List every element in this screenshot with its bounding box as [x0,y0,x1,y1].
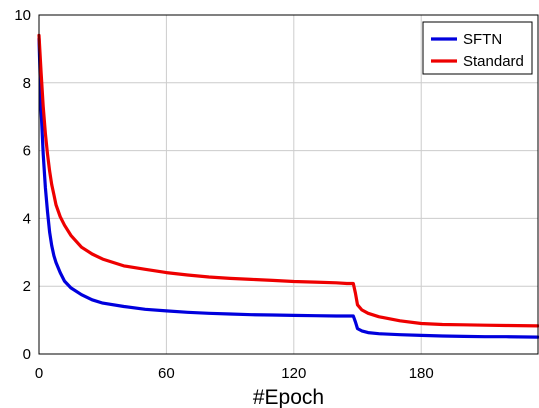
y-tick-label: 4 [23,210,31,227]
x-tick-label: 0 [35,365,43,382]
axis-ticks: 0 2 4 6 8 10 0 60 120 180 [14,7,433,382]
x-tick-label: 120 [281,365,306,382]
x-axis-label: #Epoch [253,386,324,408]
y-tick-label: 8 [23,75,31,92]
legend-label: SFTN [463,31,502,48]
y-tick-label: 10 [14,7,31,24]
plot-frame [38,14,539,355]
x-tick-label: 60 [158,365,175,382]
legend: SFTN Standard [422,21,533,75]
legend-label: Standard [463,53,524,70]
y-tick-label: 2 [23,278,31,295]
x-tick-label: 180 [409,365,434,382]
y-tick-label: 0 [23,346,31,363]
series-line-sftn [37,37,539,339]
grid [39,15,538,354]
series-layer [37,33,539,339]
legend-box [422,21,533,75]
series-line-standard [37,33,539,328]
y-tick-label: 6 [23,143,31,160]
